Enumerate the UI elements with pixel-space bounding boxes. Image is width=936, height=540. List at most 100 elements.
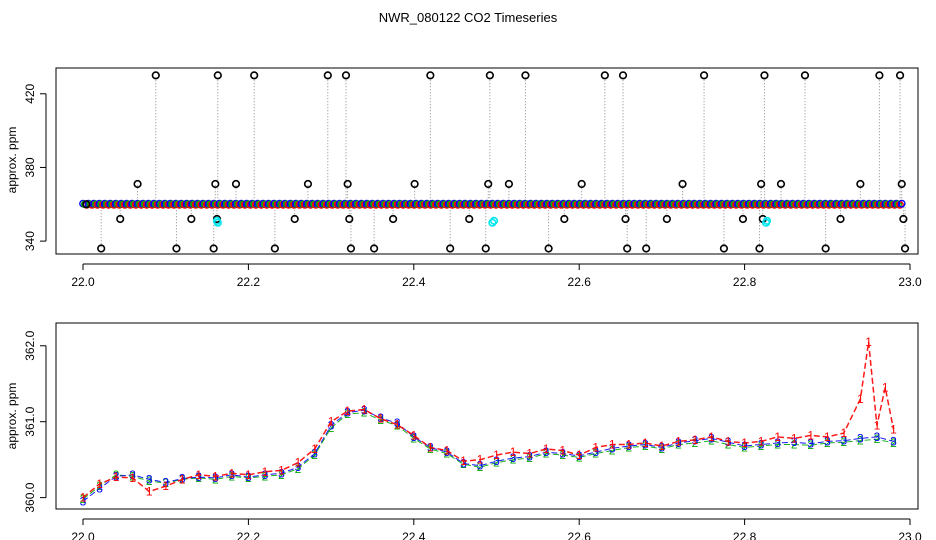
series-point-label: 2 xyxy=(576,450,583,464)
series-point-label: 2 xyxy=(394,418,401,432)
series-point-label: 3 xyxy=(278,466,285,480)
outlier-point xyxy=(346,244,356,253)
series-point-label: 3 xyxy=(444,445,451,459)
series-point-label: 2 xyxy=(675,437,682,451)
outlier-point xyxy=(465,214,474,224)
series-point-label: 2 xyxy=(311,448,318,462)
series-point-label: 3 xyxy=(262,468,269,482)
series-point-label: 2 xyxy=(444,447,451,461)
series-point-label: 2 xyxy=(824,436,831,450)
outlier-point xyxy=(172,244,181,253)
outlier-point xyxy=(211,179,220,189)
series-point-label: 3 xyxy=(708,431,715,445)
series-point-label: 2 xyxy=(361,406,368,420)
series-point-label: 3 xyxy=(526,450,533,464)
series-point-label: 2 xyxy=(162,476,169,490)
outlier-point xyxy=(116,214,125,224)
series-point-label: 1 xyxy=(212,469,219,483)
series-point-label: 1 xyxy=(311,442,318,456)
x-tick-label: 22.2 xyxy=(237,530,261,540)
series-point-label: 1 xyxy=(344,404,351,418)
series-point-label: 3 xyxy=(857,431,864,445)
series-point-label: 1 xyxy=(774,430,781,444)
series-point-label: 1 xyxy=(162,479,169,493)
figure-title: NWR_080122 CO2 Timeseries xyxy=(379,10,558,25)
series-point-label: 1 xyxy=(427,441,434,455)
outlier-point xyxy=(560,214,569,224)
series-point-label: 2 xyxy=(692,436,699,450)
outlier-point xyxy=(577,179,586,189)
series-point-label: 1 xyxy=(262,465,269,479)
outlier-point xyxy=(187,214,196,224)
series-point-label: 3 xyxy=(162,475,169,489)
outlier-point xyxy=(209,244,218,253)
series-point-label: 1 xyxy=(113,470,120,484)
series-point-label: 1 xyxy=(840,426,847,440)
series-point-label: 2 xyxy=(840,435,847,449)
series-point-label: 3 xyxy=(609,441,616,455)
series-point-label: 3 xyxy=(576,449,583,463)
series-point-label: 2 xyxy=(609,444,616,458)
series-point-label: 2 xyxy=(642,439,649,453)
x-tick-label: 22.4 xyxy=(402,530,426,540)
outlier-point xyxy=(303,179,313,189)
top-plot-marks xyxy=(79,71,910,253)
outlier-point xyxy=(341,71,351,80)
outlier-point xyxy=(410,179,419,189)
x-tick-label: 23.0 xyxy=(898,530,922,540)
series-point-label: 1 xyxy=(295,456,302,470)
series-point-label: 3 xyxy=(96,482,103,496)
x-tick-label: 22.8 xyxy=(733,275,757,289)
series-point-label: 2 xyxy=(725,437,732,451)
series-point-label: 3 xyxy=(791,435,798,449)
series-point-label: 2 xyxy=(113,468,120,482)
outlier-point xyxy=(678,179,687,189)
series-point-label: 1 xyxy=(708,430,715,444)
baseline-point xyxy=(897,199,906,208)
series-point-label: 1 xyxy=(129,471,136,485)
outlier-point xyxy=(270,244,279,253)
outlier-point xyxy=(900,244,910,253)
outlier-point xyxy=(760,71,769,80)
series-point-label: 1 xyxy=(692,433,699,447)
series-point-label: 1 xyxy=(80,491,87,505)
cyan-point xyxy=(489,216,499,225)
series-point-label: 3 xyxy=(543,445,550,459)
series-point-label: 1 xyxy=(278,463,285,477)
series-point-label: 3 xyxy=(592,445,599,459)
series-point-label: 2 xyxy=(328,421,335,435)
series-point-label: 2 xyxy=(129,469,136,483)
outlier-point xyxy=(618,71,628,80)
series-point-label: 1 xyxy=(377,412,384,426)
series-point-label: 3 xyxy=(559,447,566,461)
series-point-label: 1 xyxy=(576,448,583,462)
series-point-label: 2 xyxy=(874,432,881,446)
series-point-label: 3 xyxy=(824,434,831,448)
outlier-point xyxy=(897,179,906,189)
series-point-label: 2 xyxy=(377,413,384,427)
series-point-label: 2 xyxy=(708,434,715,448)
series-point-label: 3 xyxy=(377,411,384,425)
outlier-point xyxy=(485,71,494,80)
series-point-label: 2 xyxy=(857,434,864,448)
series-point-label: 3 xyxy=(229,468,236,482)
series-point-label: 3 xyxy=(394,416,401,430)
outlier-point xyxy=(345,214,354,224)
x-tick-label: 22.6 xyxy=(568,530,592,540)
series-point-label: 1 xyxy=(642,436,649,450)
series-point-label: 2 xyxy=(212,472,219,486)
y-tick-label: 380 xyxy=(23,157,37,177)
series-point-label: 3 xyxy=(477,459,484,473)
x-tick-label: 22.8 xyxy=(733,530,757,540)
series-point-label: 2 xyxy=(80,492,87,506)
y-tick-label: 340 xyxy=(23,231,37,251)
outlier-point xyxy=(481,244,490,253)
outlier-point xyxy=(290,214,299,224)
outlier-point xyxy=(856,179,865,189)
bottom-plot-axes: 22.0 22.2 22.4 22.6 22.8 23.0 360.0 361.0 362.0 xyxy=(23,330,922,540)
series-line xyxy=(82,409,894,502)
series-point-label: 3 xyxy=(642,437,649,451)
series-point-label: 3 xyxy=(245,470,252,484)
y-tick-label: 362.0 xyxy=(23,330,37,360)
series-point-label: 2 xyxy=(592,447,599,461)
